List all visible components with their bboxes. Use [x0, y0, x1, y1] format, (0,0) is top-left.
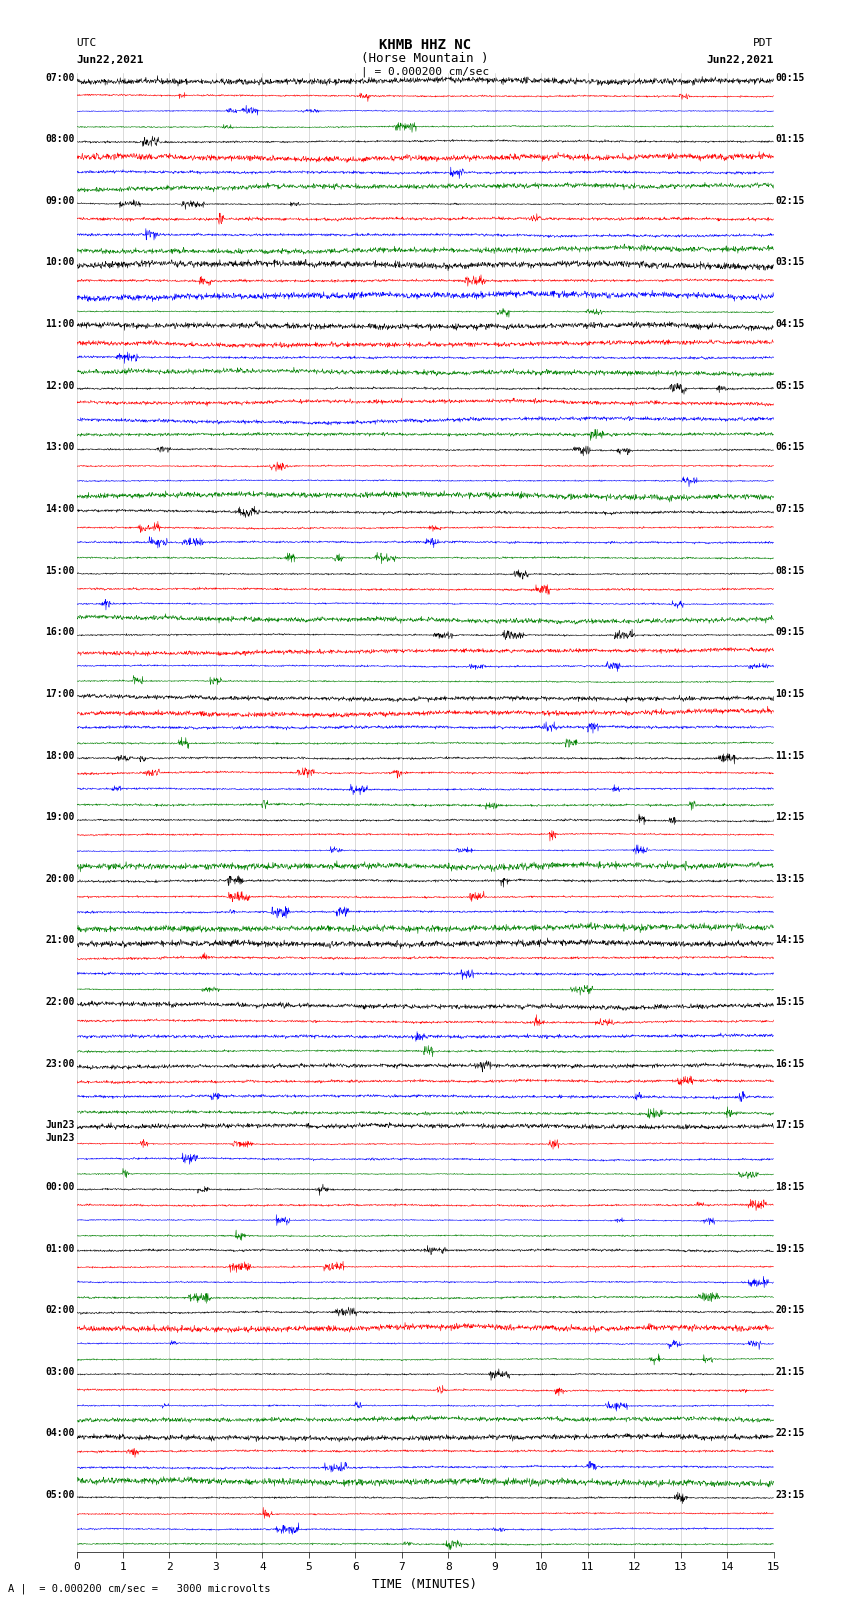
Text: 17:00: 17:00 — [45, 689, 75, 698]
Text: 00:15: 00:15 — [775, 73, 805, 82]
Text: 08:00: 08:00 — [45, 134, 75, 144]
Text: 22:15: 22:15 — [775, 1429, 805, 1439]
Text: Jun22,2021: Jun22,2021 — [706, 55, 774, 65]
Text: 21:00: 21:00 — [45, 936, 75, 945]
Text: 14:15: 14:15 — [775, 936, 805, 945]
Text: Jun23: Jun23 — [45, 1121, 75, 1131]
Text: Jun22,2021: Jun22,2021 — [76, 55, 144, 65]
Text: 21:15: 21:15 — [775, 1366, 805, 1378]
Text: 11:00: 11:00 — [45, 319, 75, 329]
X-axis label: TIME (MINUTES): TIME (MINUTES) — [372, 1578, 478, 1590]
Text: | = 0.000200 cm/sec: | = 0.000200 cm/sec — [361, 66, 489, 77]
Text: 16:15: 16:15 — [775, 1058, 805, 1069]
Text: 10:15: 10:15 — [775, 689, 805, 698]
Text: A |  = 0.000200 cm/sec =   3000 microvolts: A | = 0.000200 cm/sec = 3000 microvolts — [8, 1582, 271, 1594]
Text: 02:00: 02:00 — [45, 1305, 75, 1315]
Text: 20:15: 20:15 — [775, 1305, 805, 1315]
Text: 19:15: 19:15 — [775, 1244, 805, 1253]
Text: 13:00: 13:00 — [45, 442, 75, 452]
Text: 12:15: 12:15 — [775, 813, 805, 823]
Text: 07:15: 07:15 — [775, 503, 805, 515]
Text: 17:15: 17:15 — [775, 1121, 805, 1131]
Text: 07:00: 07:00 — [45, 73, 75, 82]
Text: Jun23: Jun23 — [45, 1134, 75, 1144]
Text: 05:15: 05:15 — [775, 381, 805, 390]
Text: 11:15: 11:15 — [775, 750, 805, 760]
Text: PDT: PDT — [753, 39, 774, 48]
Text: 04:15: 04:15 — [775, 319, 805, 329]
Text: 15:15: 15:15 — [775, 997, 805, 1007]
Text: 16:00: 16:00 — [45, 627, 75, 637]
Text: 13:15: 13:15 — [775, 874, 805, 884]
Text: 06:15: 06:15 — [775, 442, 805, 452]
Text: 02:15: 02:15 — [775, 195, 805, 206]
Text: 12:00: 12:00 — [45, 381, 75, 390]
Text: 18:15: 18:15 — [775, 1182, 805, 1192]
Text: 20:00: 20:00 — [45, 874, 75, 884]
Text: 03:00: 03:00 — [45, 1366, 75, 1378]
Text: 03:15: 03:15 — [775, 258, 805, 268]
Text: 09:00: 09:00 — [45, 195, 75, 206]
Text: 10:00: 10:00 — [45, 258, 75, 268]
Text: 14:00: 14:00 — [45, 503, 75, 515]
Text: 15:00: 15:00 — [45, 566, 75, 576]
Text: 09:15: 09:15 — [775, 627, 805, 637]
Text: 22:00: 22:00 — [45, 997, 75, 1007]
Text: 23:15: 23:15 — [775, 1490, 805, 1500]
Text: 00:00: 00:00 — [45, 1182, 75, 1192]
Text: 01:00: 01:00 — [45, 1244, 75, 1253]
Text: (Horse Mountain ): (Horse Mountain ) — [361, 52, 489, 65]
Text: 04:00: 04:00 — [45, 1429, 75, 1439]
Text: KHMB HHZ NC: KHMB HHZ NC — [379, 37, 471, 52]
Text: 05:00: 05:00 — [45, 1490, 75, 1500]
Text: 01:15: 01:15 — [775, 134, 805, 144]
Text: 19:00: 19:00 — [45, 813, 75, 823]
Text: 08:15: 08:15 — [775, 566, 805, 576]
Text: 23:00: 23:00 — [45, 1058, 75, 1069]
Text: 18:00: 18:00 — [45, 750, 75, 760]
Text: UTC: UTC — [76, 39, 97, 48]
